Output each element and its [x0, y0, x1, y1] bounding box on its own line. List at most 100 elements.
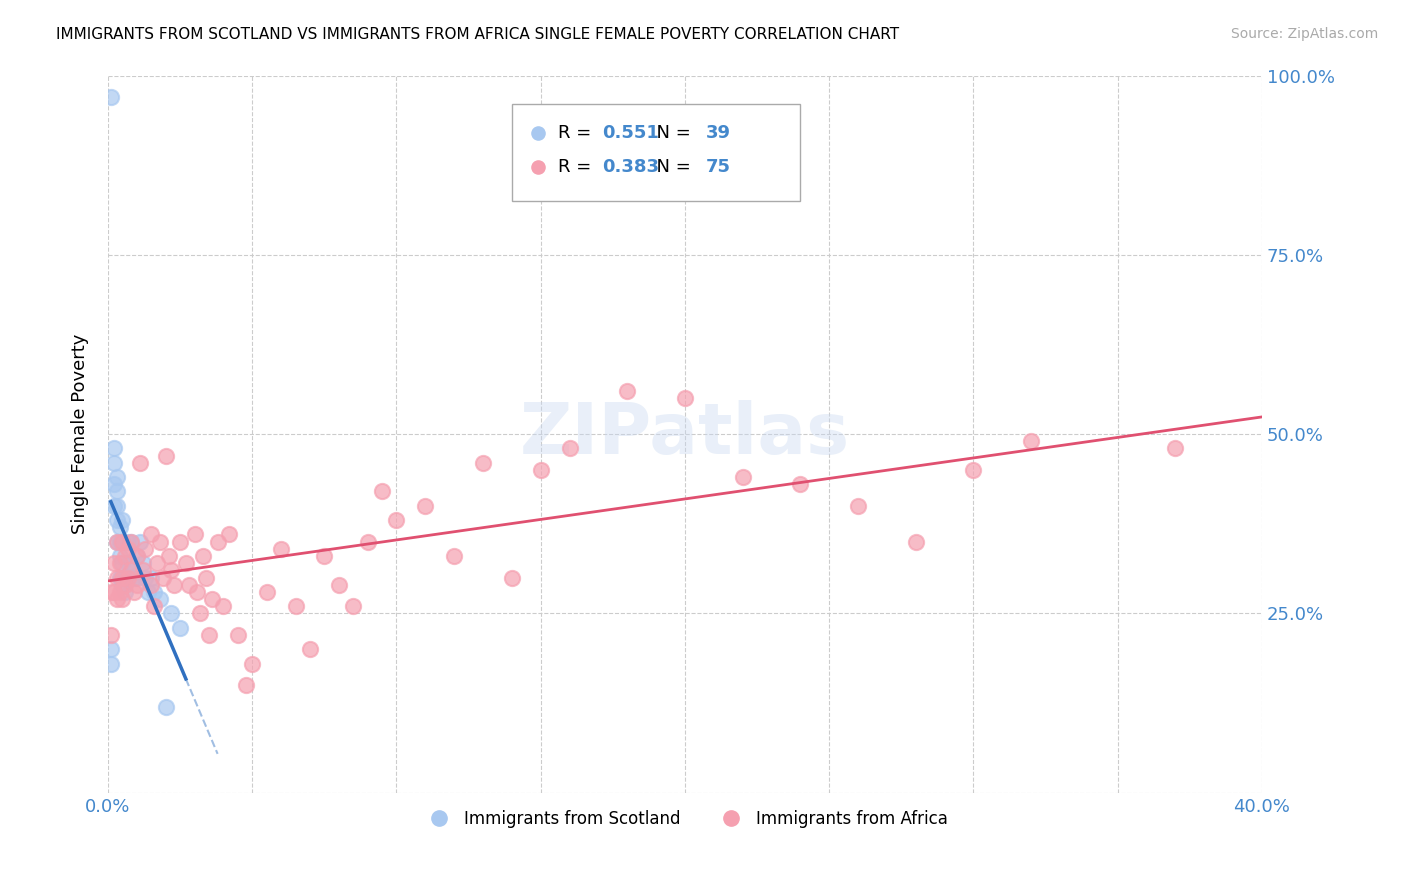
Point [186, 585, 208, 599]
Point [141, 570, 163, 584]
Text: N =: N = [644, 158, 696, 177]
Point [174, 556, 197, 570]
Point [212, 599, 235, 614]
Point [195, 570, 218, 584]
Point [846, 499, 869, 513]
Point [235, 678, 257, 692]
Point [177, 577, 200, 591]
Point [201, 592, 224, 607]
Point [100, 90, 122, 104]
Point [103, 442, 125, 456]
Point [111, 577, 134, 591]
Text: 0.383: 0.383 [602, 158, 659, 177]
Point [193, 549, 215, 563]
Point [143, 599, 166, 614]
Point [128, 534, 150, 549]
Point [155, 449, 177, 463]
Point [111, 556, 134, 570]
Point [207, 534, 229, 549]
Point [501, 570, 523, 584]
Point [141, 527, 163, 541]
Point [100, 628, 122, 642]
Point [103, 499, 125, 513]
Text: ZIPatlas: ZIPatlas [520, 400, 851, 468]
Point [100, 642, 122, 657]
Point [789, 477, 811, 491]
Point [100, 585, 122, 599]
Point [183, 527, 205, 541]
Point [385, 513, 408, 527]
Point [122, 585, 145, 599]
Point [120, 563, 142, 577]
FancyBboxPatch shape [512, 104, 800, 201]
Point [298, 642, 321, 657]
Point [160, 607, 183, 621]
Point [103, 556, 125, 570]
Point [125, 549, 148, 563]
Point [443, 549, 465, 563]
Point [169, 534, 191, 549]
Point [105, 499, 128, 513]
Text: 0.551: 0.551 [602, 124, 659, 142]
Point [111, 513, 134, 527]
Point [108, 520, 131, 534]
Point [122, 570, 145, 584]
Point [558, 442, 581, 456]
Point [105, 470, 128, 484]
Point [149, 534, 172, 549]
Point [128, 456, 150, 470]
Point [117, 534, 139, 549]
Point [1173, 126, 1195, 140]
Point [125, 570, 148, 584]
Point [226, 628, 249, 642]
Point [111, 592, 134, 607]
Point [105, 484, 128, 499]
Point [103, 477, 125, 491]
Point [270, 541, 292, 556]
Text: R =: R = [558, 158, 598, 177]
Point [530, 463, 553, 477]
Point [1019, 434, 1042, 449]
Point [160, 563, 183, 577]
Point [117, 541, 139, 556]
Point [120, 534, 142, 549]
Point [472, 456, 495, 470]
Y-axis label: Single Female Poverty: Single Female Poverty [72, 334, 89, 534]
Point [108, 570, 131, 584]
Point [371, 484, 394, 499]
Point [256, 585, 278, 599]
Point [163, 577, 186, 591]
Point [105, 592, 128, 607]
Point [146, 556, 169, 570]
Point [169, 621, 191, 635]
Point [111, 570, 134, 584]
Point [105, 513, 128, 527]
Point [149, 592, 172, 607]
Point [143, 585, 166, 599]
Point [155, 699, 177, 714]
Point [105, 570, 128, 584]
Point [114, 585, 136, 599]
Point [731, 470, 754, 484]
Point [138, 585, 160, 599]
Text: Source: ZipAtlas.com: Source: ZipAtlas.com [1230, 27, 1378, 41]
Point [328, 577, 350, 591]
Point [100, 657, 122, 671]
Point [188, 607, 211, 621]
Point [125, 577, 148, 591]
Text: 39: 39 [706, 124, 731, 142]
Point [134, 541, 156, 556]
Point [314, 549, 336, 563]
Point [1173, 161, 1195, 175]
Point [120, 534, 142, 549]
Point [114, 577, 136, 591]
Point [117, 570, 139, 584]
Point [673, 391, 696, 405]
Legend: Immigrants from Scotland, Immigrants from Africa: Immigrants from Scotland, Immigrants fro… [416, 803, 955, 835]
Point [962, 463, 984, 477]
Text: N =: N = [644, 124, 696, 142]
Point [108, 534, 131, 549]
Point [114, 549, 136, 563]
Point [134, 570, 156, 584]
Point [141, 577, 163, 591]
